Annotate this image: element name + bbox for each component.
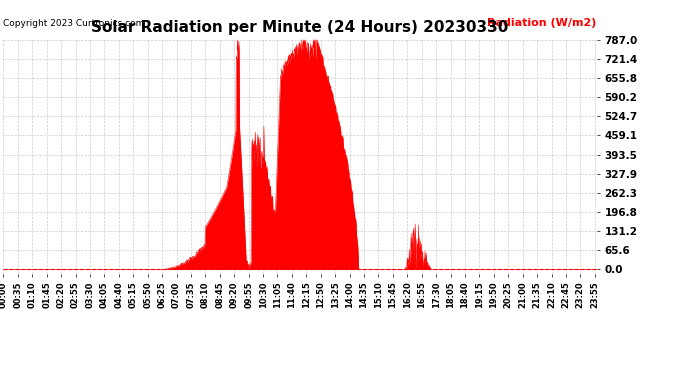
Text: Radiation (W/m2): Radiation (W/m2) (487, 18, 597, 28)
Title: Solar Radiation per Minute (24 Hours) 20230330: Solar Radiation per Minute (24 Hours) 20… (92, 20, 509, 35)
Text: Copyright 2023 Curtronics.com: Copyright 2023 Curtronics.com (3, 19, 145, 28)
